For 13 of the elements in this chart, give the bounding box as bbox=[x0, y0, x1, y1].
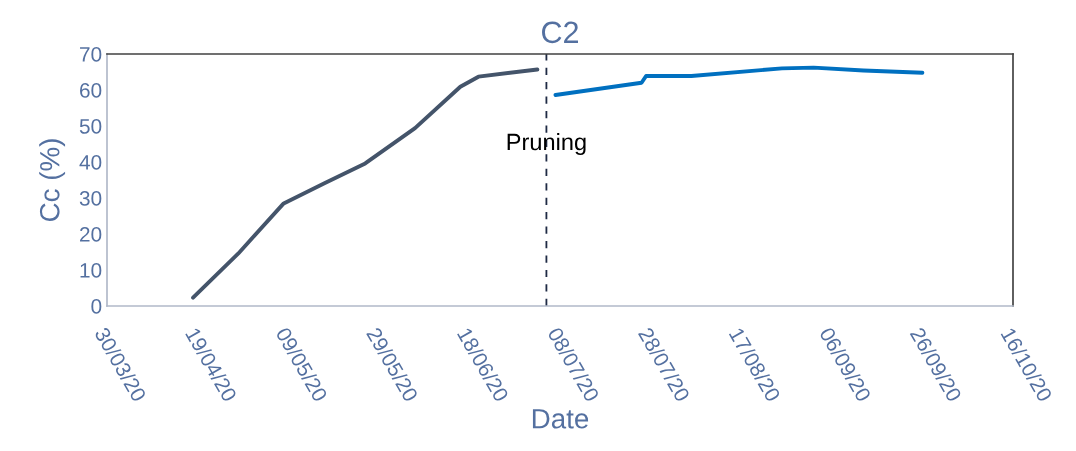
y-axis-title: Cc (%) bbox=[39, 139, 66, 222]
y-tick-label: 40 bbox=[79, 155, 102, 170]
y-tick-label: 20 bbox=[80, 227, 102, 242]
y-tick-label: 0 bbox=[91, 299, 102, 314]
line-series bbox=[553, 65, 925, 97]
chart-title: C2 bbox=[542, 21, 578, 44]
y-tick-label: 50 bbox=[79, 119, 102, 134]
ref-line-label: Pruning bbox=[507, 133, 586, 156]
y-tick-label: 70 bbox=[80, 47, 102, 62]
y-tick-label: 10 bbox=[80, 263, 102, 278]
y-tick-label: 60 bbox=[80, 83, 102, 98]
y-tick-label: 30 bbox=[79, 191, 102, 206]
x-axis-title: Date bbox=[532, 409, 589, 429]
